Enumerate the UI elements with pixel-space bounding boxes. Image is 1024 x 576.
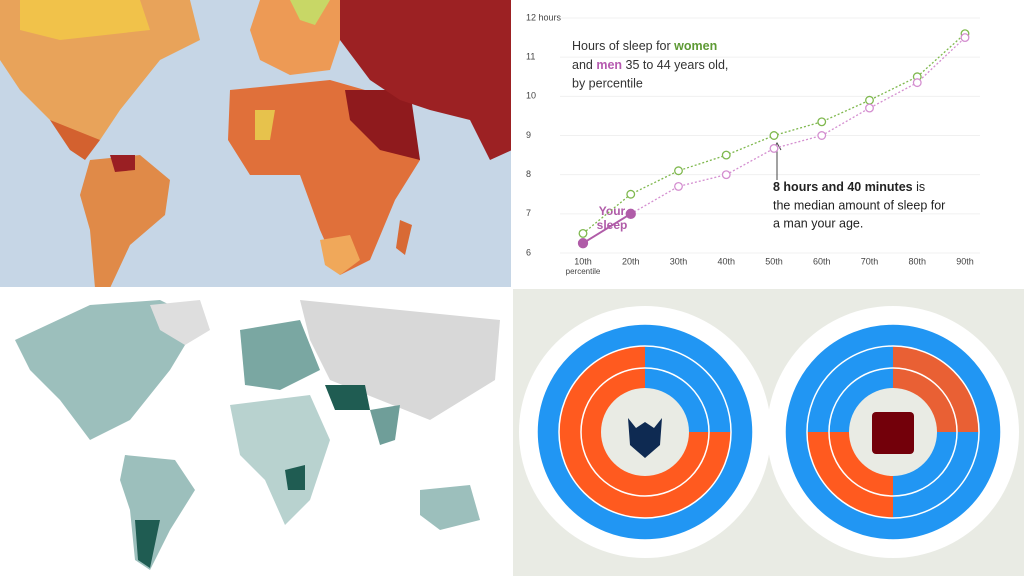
map-top-left (0, 0, 512, 288)
africa (230, 395, 330, 525)
north-east-africa (345, 90, 420, 160)
ring-line (806, 345, 980, 519)
south-america (80, 155, 170, 288)
point (721, 150, 731, 160)
point (912, 78, 922, 88)
x-tick-label: 40th (717, 256, 735, 266)
title-text: 35 to 44 years old, (626, 58, 729, 72)
north-america (15, 300, 200, 440)
ring-line (828, 367, 958, 497)
x-tick-label: 30th (670, 256, 688, 266)
point (960, 33, 970, 43)
bracket-right (767, 306, 1019, 558)
chart-title-line: and men 35 to 44 years old, (572, 58, 728, 72)
ring-line (580, 367, 710, 497)
west-africa-yellow (255, 110, 275, 140)
asia (300, 300, 500, 420)
ring-line (784, 323, 1002, 541)
ring-line (536, 323, 754, 541)
y-tick-label: 7 (526, 208, 531, 218)
chart-title-line: Hours of sleep for women (572, 39, 717, 53)
series-men (577, 33, 970, 249)
y-tick-label: 12 hours (526, 12, 562, 22)
annotation-text: is (916, 180, 925, 194)
india (370, 405, 400, 445)
y-tick-label: 11 (526, 52, 535, 62)
argentina (135, 520, 160, 568)
gamecock-logo (872, 412, 914, 454)
point (817, 117, 827, 127)
point (865, 103, 874, 113)
x-tick-label: 50th (765, 256, 783, 266)
title-women: women (673, 39, 717, 53)
annotation-bold: 8 hours and 40 minutes (773, 180, 913, 194)
annotation-line: the median amount of sleep for (773, 198, 945, 212)
asia (340, 0, 512, 160)
chart-title-line: by percentile (572, 76, 643, 90)
annotation-line: a man your age. (773, 216, 863, 230)
point (721, 170, 731, 180)
chart-background (512, 0, 1024, 288)
venezuela (110, 155, 135, 172)
x-tick-label: 90th (956, 256, 974, 266)
point (674, 181, 683, 191)
bracket-left (519, 306, 771, 558)
point (769, 143, 779, 153)
husky-logo (628, 418, 662, 458)
point (674, 166, 683, 176)
point (625, 208, 636, 219)
point (577, 238, 589, 249)
sleep-chart: percentile 90th 80th 70th 60th 50th 40th 30th 20… (526, 12, 980, 276)
title-text: Hours of sleep for (572, 39, 671, 53)
y-tick-label: 6 (526, 247, 531, 257)
x-tick-label: 10th (574, 256, 592, 266)
scandinavia (290, 0, 330, 25)
y-tick-label: 9 (526, 130, 531, 140)
x-tick-label: 20th (622, 256, 640, 266)
central-america (50, 120, 100, 160)
brackets-panel (512, 288, 1024, 576)
greenland (150, 300, 210, 345)
middle-east-dark (325, 385, 370, 410)
ring-line (558, 345, 732, 519)
europe (250, 0, 350, 75)
x-note: percentile (566, 267, 601, 276)
annotation-line: 8 hours and 40 minutes is (773, 180, 925, 194)
map-bottom-left (0, 288, 512, 576)
canada (20, 0, 150, 40)
madagascar (396, 220, 412, 255)
x-tick-label: 70th (861, 256, 879, 266)
x-tick-label: 80th (908, 256, 926, 266)
y-tick-label: 10 (526, 91, 536, 101)
south-africa (320, 235, 360, 275)
title-text: and (572, 58, 593, 72)
central-africa-dark (285, 465, 305, 490)
australia (420, 485, 480, 530)
europe (240, 320, 320, 390)
point (769, 131, 779, 140)
point (817, 131, 827, 140)
your-sleep-segment (582, 212, 632, 245)
x-tick-label: 60th (813, 256, 831, 266)
your-sleep-label: Your (599, 204, 626, 218)
point (578, 228, 588, 238)
title-men: men (596, 58, 622, 72)
point (865, 95, 874, 105)
y-tick-label: 8 (526, 169, 531, 179)
point (626, 189, 636, 199)
